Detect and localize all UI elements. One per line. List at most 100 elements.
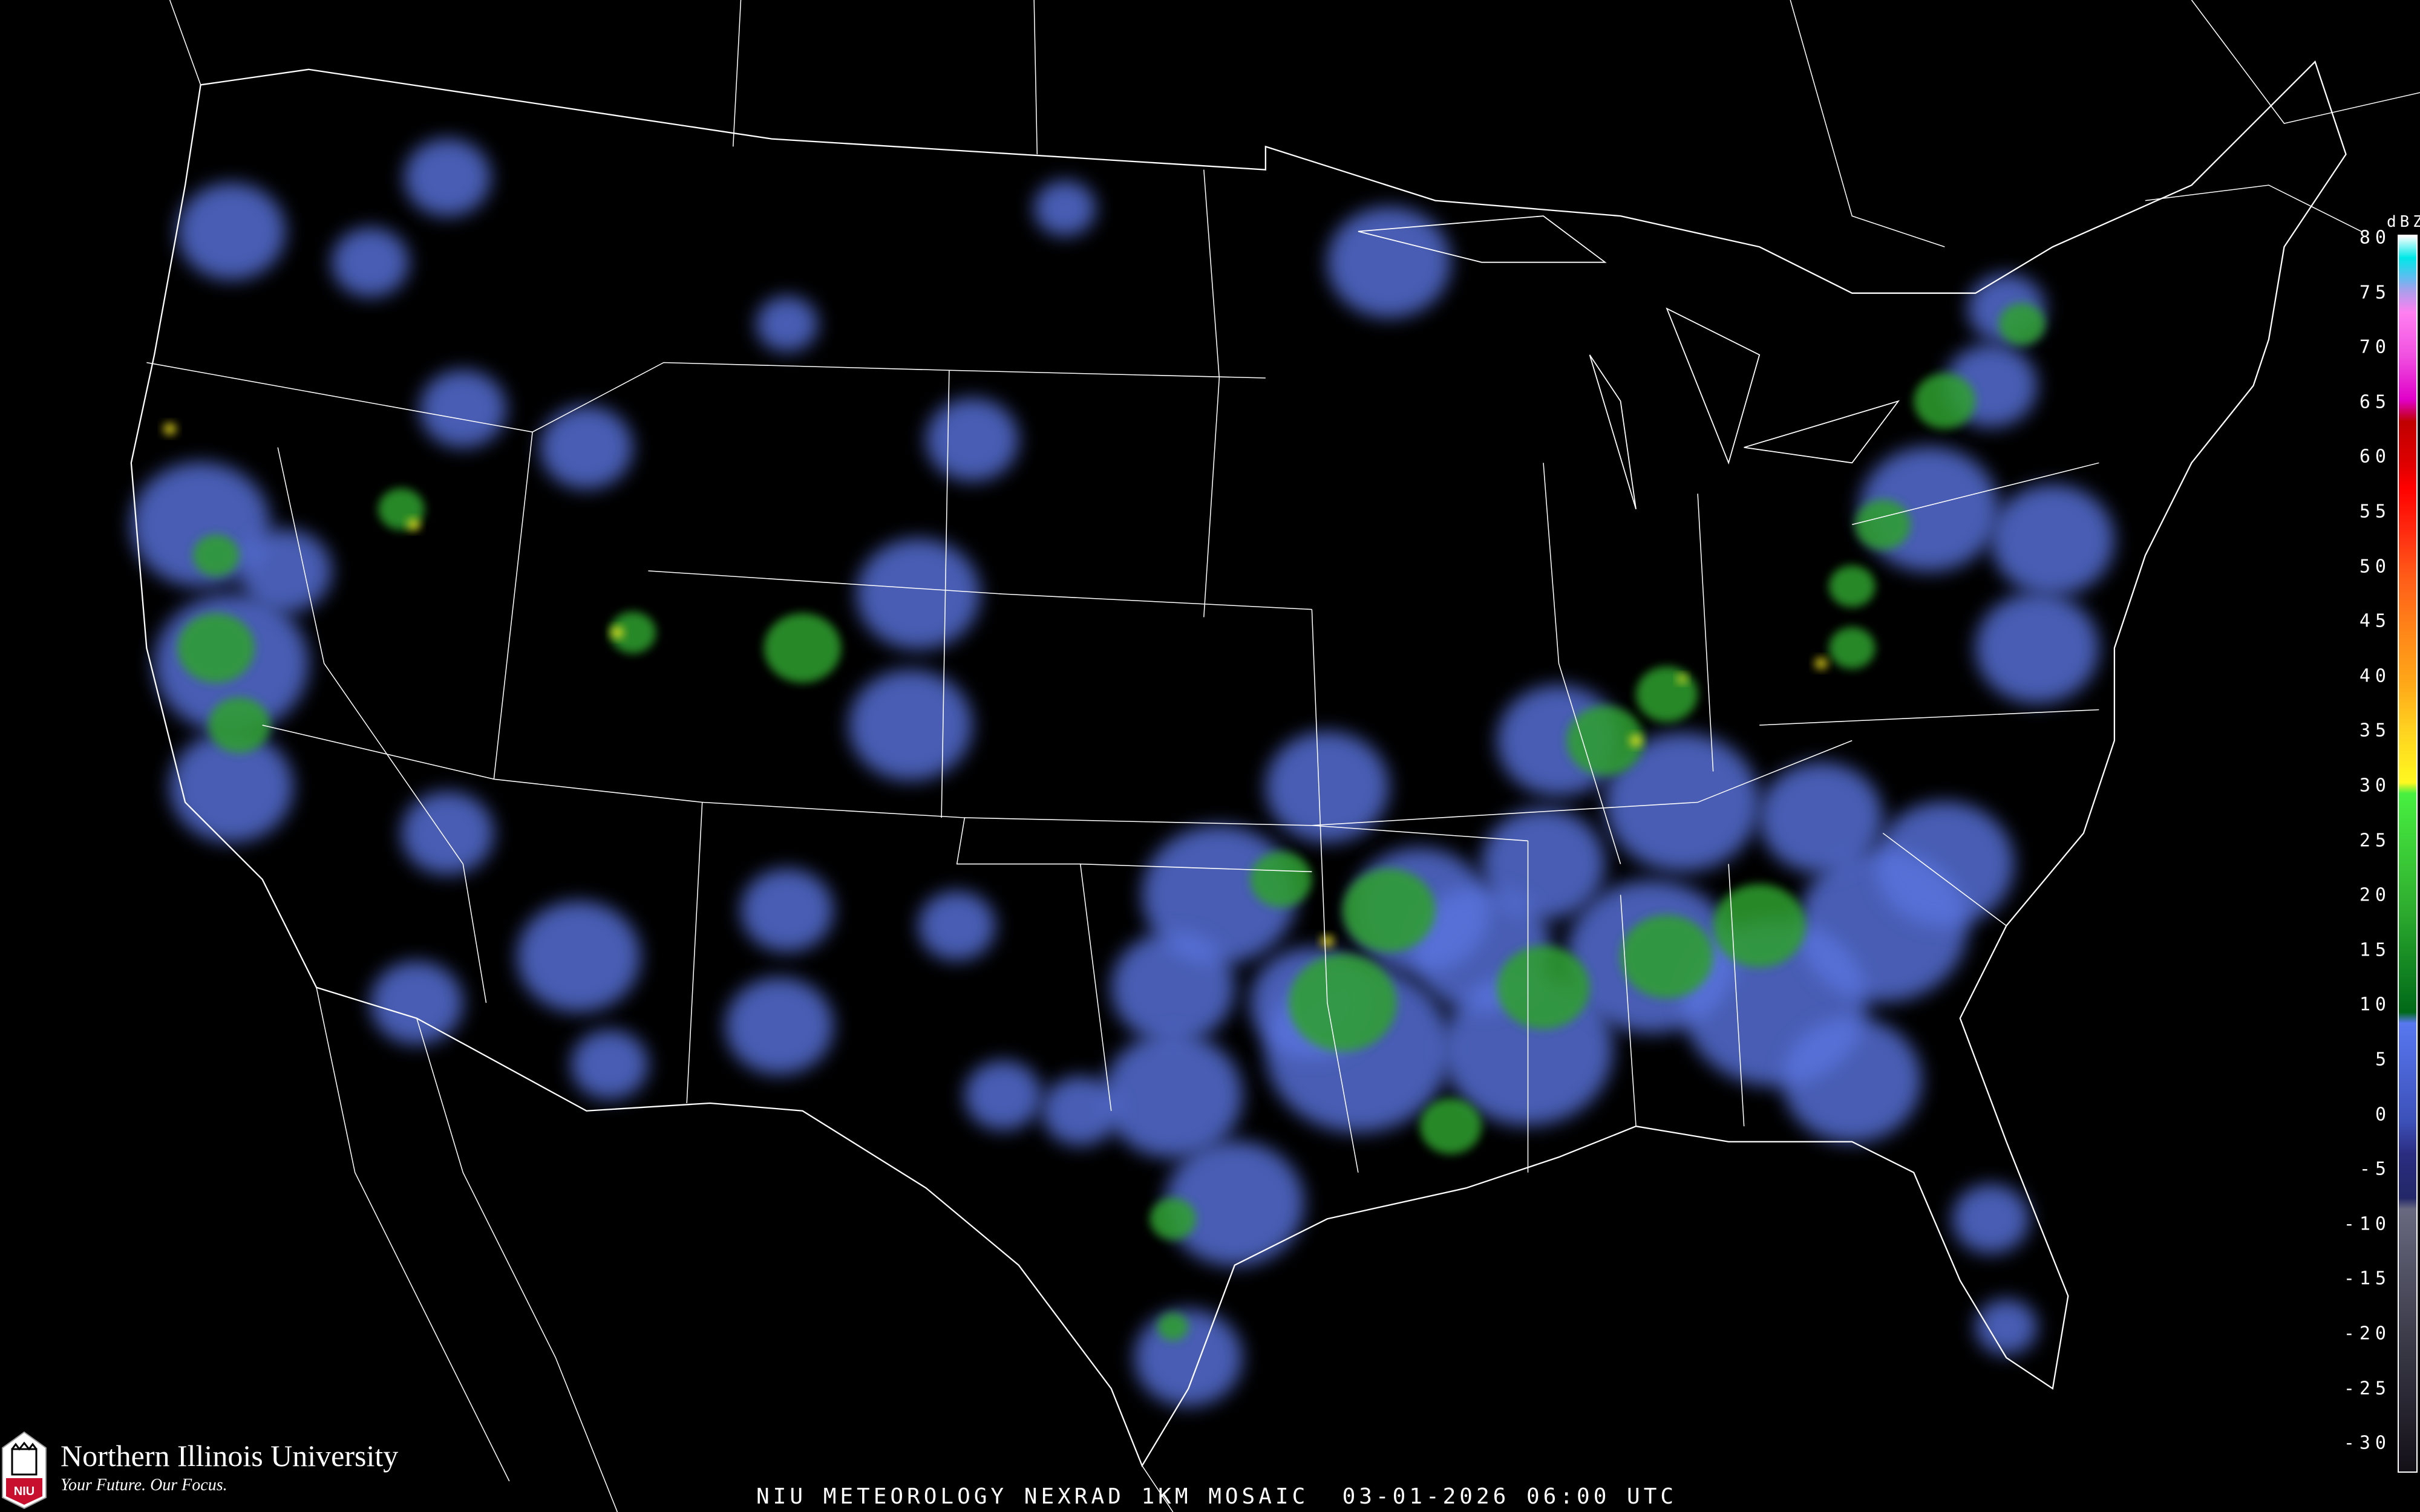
radar-echo (407, 519, 420, 530)
radar-echo (1636, 666, 1698, 722)
radar-echo (1041, 1076, 1119, 1146)
radar-echo (1629, 735, 1643, 746)
radar-echo (517, 901, 641, 1012)
radar-echoes (131, 138, 2114, 1407)
radar-echo (177, 613, 255, 683)
radar-echo (1914, 373, 1976, 429)
radar-echo (764, 613, 842, 683)
radar-echo (1327, 206, 1451, 318)
niu-logo: NIU Northern Illinois University Your Fu… (0, 1427, 436, 1512)
radar-echo (964, 1060, 1042, 1130)
radar-echo (1142, 825, 1297, 965)
colorbar-tick-label: 65 (2359, 391, 2391, 413)
radar-echo (169, 731, 293, 842)
radar-echo (1990, 484, 2114, 596)
colorbar-tick-label: 45 (2359, 610, 2391, 632)
radar-echo (1289, 954, 1397, 1052)
radar-echo (1828, 627, 1876, 669)
radar-echo (404, 138, 491, 217)
colorbar-unit: dBZ (2387, 213, 2420, 231)
radar-echo (1998, 303, 2046, 345)
us-outline (130, 60, 2347, 1468)
colorbar-tick-label: -30 (2343, 1432, 2391, 1454)
colorbar-tick-label: 75 (2359, 282, 2391, 304)
colorbar-tick-label: -15 (2343, 1268, 2391, 1289)
university-name: Northern Illinois University (60, 1439, 399, 1473)
colorbar-tick-label: 0 (2375, 1104, 2391, 1126)
radar-echo (918, 891, 996, 961)
radar-echo (419, 370, 506, 448)
colorbar-tick-label: -5 (2359, 1158, 2391, 1180)
canada-coast (169, 0, 2420, 247)
colorbar-tick-label: 30 (2359, 775, 2391, 797)
product-title: NIU METEOROLOGY NEXRAD 1KM MOSAIC 03-01-… (756, 1484, 1678, 1509)
radar-echo (332, 227, 410, 298)
state-lines (146, 169, 2099, 1173)
radar-echo (163, 423, 176, 435)
niu-shield-icon: NIU (2, 1431, 47, 1510)
radar-echo (1815, 657, 1828, 670)
colorbar-tick-label: 5 (2375, 1049, 2391, 1070)
radar-echo (1111, 931, 1235, 1043)
radar-echo (1265, 731, 1389, 842)
radar-echo (1759, 762, 1883, 873)
radar-echo (1419, 1098, 1482, 1155)
colorbar-tick-label: 70 (2359, 336, 2391, 358)
radar-echo (1150, 1198, 1197, 1240)
university-tagline: Your Future. Our Focus. (60, 1476, 227, 1494)
colorbar-tick-label: -25 (2343, 1378, 2391, 1400)
radar-echo (741, 868, 834, 952)
radar-echo (177, 183, 286, 281)
colorbar-gradient (2398, 235, 2418, 1473)
radar-echo (1134, 1309, 1243, 1407)
radar-echo (1875, 801, 2015, 927)
radar-echo (856, 538, 980, 650)
radar-echo (609, 611, 656, 654)
colorbar-tick-label: 20 (2359, 884, 2391, 906)
radar-echo (756, 296, 819, 352)
radar-echo (1952, 1184, 2030, 1254)
radar-echo (192, 534, 240, 576)
colorbar-tick-label: 50 (2359, 556, 2391, 578)
radar-echo (849, 670, 973, 781)
colorbar-tick-label: 25 (2359, 830, 2391, 852)
svg-text:NIU: NIU (14, 1485, 34, 1498)
colorbar-tick-label: 80 (2359, 227, 2391, 249)
radar-echo (1782, 1017, 1922, 1143)
radar-echo (1620, 914, 1713, 999)
radar-echo (1321, 935, 1334, 947)
radar-echo (1165, 1141, 1304, 1266)
radar-echo (1342, 868, 1436, 952)
colorbar-tick-label: 55 (2359, 501, 2391, 523)
radar-echo (1157, 1312, 1189, 1341)
radar-echo (1975, 1299, 2038, 1355)
radar-echo (239, 529, 332, 613)
radar-echo (1975, 592, 2099, 704)
radar-echo (611, 627, 624, 639)
radar-echo (926, 398, 1019, 481)
radar-echo (1497, 945, 1590, 1029)
radar-echo (540, 405, 633, 489)
radar-echo (1855, 500, 1911, 550)
colorbar-tick-label: -10 (2343, 1213, 2391, 1235)
radar-echo (1566, 706, 1644, 775)
colorbar-tick-label: 15 (2359, 939, 2391, 961)
mexico-coast (316, 987, 1174, 1512)
colorbar-tick-label: 10 (2359, 994, 2391, 1015)
radar-echo (370, 961, 463, 1045)
radar-echo (571, 1029, 649, 1100)
radar-echo (1713, 884, 1806, 968)
colorbar-tick-label: 40 (2359, 665, 2391, 687)
great-lakes (1358, 215, 1900, 510)
radar-echo (401, 791, 494, 875)
radar-echo (1103, 1032, 1243, 1158)
radar-echo (1481, 808, 1606, 920)
radar-echo (1677, 674, 1687, 683)
radar-echo (725, 977, 834, 1075)
colorbar-tick-label: 35 (2359, 720, 2391, 741)
radar-echo (1605, 732, 1760, 872)
colorbar-tick-label: -20 (2343, 1323, 2391, 1344)
colorbar-tick-label: 60 (2359, 446, 2391, 468)
radar-echo (208, 697, 270, 753)
